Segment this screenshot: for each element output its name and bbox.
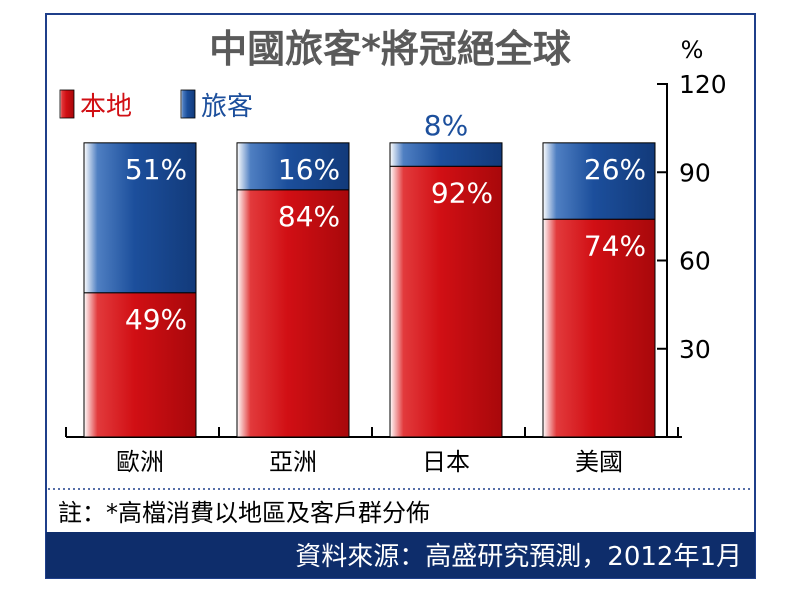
category-label-3: 美國 [575,448,623,476]
category-label-2: 日本 [422,448,470,476]
footnote: 註：*高檔消費以地區及客戶群分佈 [58,499,430,527]
data-label-tourist-1: 16% [278,153,340,186]
y-tick-label-2: 90 [679,158,711,187]
category-label-1: 亞洲 [269,448,317,476]
data-label-local-1: 84% [278,200,340,233]
source-band [46,532,755,578]
data-label-local-2: 92% [431,176,493,209]
y-tick-label-0: 30 [679,335,711,364]
data-label-tourist-0: 51% [125,153,187,186]
bar-local-3 [542,218,656,438]
bar-tourist-3 [542,142,656,220]
category-labels-group: 歐洲 亞洲 日本 美國 [116,448,623,476]
source-text: 資料來源：高盛研究預測，2012年1月 [295,542,742,572]
legend-label-tourist: 旅客 [201,92,253,122]
y-tick-label-3: 120 [679,70,727,99]
data-label-local-3: 74% [584,229,646,262]
bars-group [83,142,656,438]
bar-local-2 [389,165,503,438]
bar-tourist-2 [389,142,503,167]
legend-label-local: 本地 [80,92,132,122]
category-label-0: 歐洲 [116,448,164,476]
bar-tourist-0 [83,142,197,294]
data-label-local-0: 49% [125,303,187,336]
y-ticks-group: 30 60 90 120 [657,70,727,364]
chart-title: 中國旅客*將冠絕全球 [209,27,572,71]
legend: 本地 旅客 [59,89,253,122]
legend-swatch-tourist [180,89,196,119]
bar-local-1 [236,189,350,438]
bar-labels-group: 49% 51% 84% 16% 92% 8% 74% 26% [125,109,646,336]
bar-local-0 [83,292,197,438]
y-tick-label-1: 60 [679,247,711,276]
x-ticks-group [65,427,679,437]
y-unit-label: % [681,36,704,64]
legend-swatch-local [59,89,75,119]
data-label-tourist-2: 8% [424,109,468,142]
data-label-tourist-3: 26% [584,153,646,186]
bar-tourist-1 [236,142,350,191]
